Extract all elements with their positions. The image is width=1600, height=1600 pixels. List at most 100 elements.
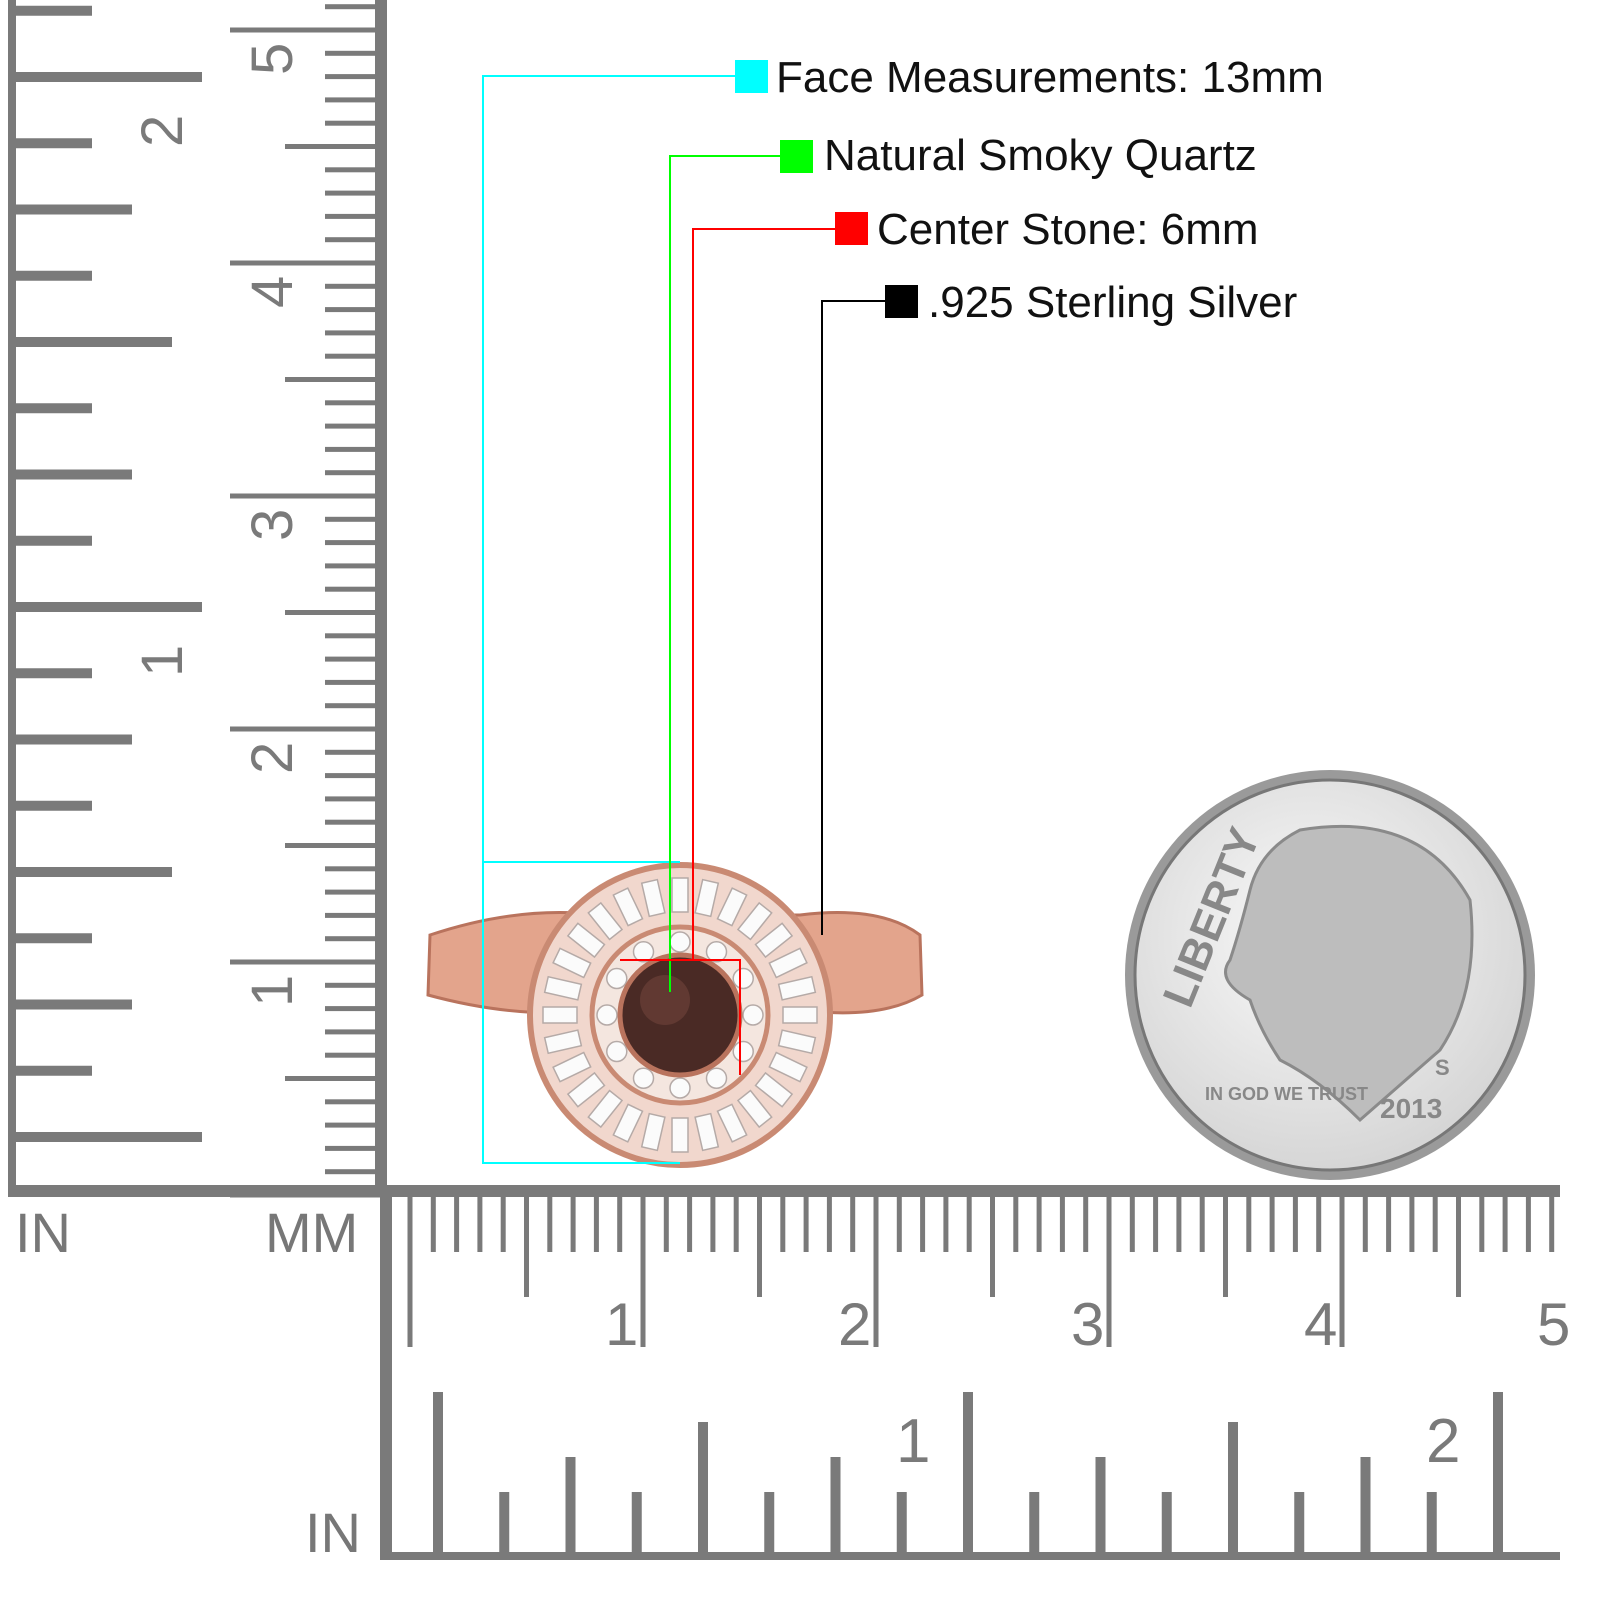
vertical-mm-tick [230,726,380,732]
baguette-stone [736,1089,773,1129]
vertical-inch-tick [12,270,92,281]
bottom-mm-tick [733,1197,739,1252]
vertical-mm-tick [285,610,380,615]
vertical-mm-tick [325,796,380,802]
bottom-mm-tick [850,1197,856,1252]
vertical-mm-tick [325,819,380,825]
bottom-mm-tick [1362,1197,1368,1252]
vertical-mm-tick [325,97,380,103]
bottom-mm-tick [920,1197,926,1252]
vertical-cm-label: 5 [240,43,305,75]
bottom-cm-label: 1 [605,1291,638,1358]
vertical-mm-tick [325,1052,380,1058]
bottom-mm-tick [524,1197,529,1297]
vertical-mm-tick [325,213,380,219]
bottom-mm-tick [454,1197,460,1252]
vertical-mm-tick [230,493,380,499]
vertical-mm-tick [325,912,380,918]
vertical-mm-tick [285,377,380,382]
vertical-mm-tick [325,307,380,313]
vertical-mm-tick [325,1099,380,1105]
ring [426,862,924,1168]
bottom-mm-tick [1013,1197,1019,1252]
bottom-mm-tick [593,1197,599,1252]
vertical-mm-tick [325,423,380,429]
legend-swatch-black [885,285,918,318]
vertical-inch-tick [12,933,92,944]
bottom-mm-tick [1106,1197,1112,1347]
vertical-inch-tick [12,602,202,612]
baguette-stone [694,878,720,918]
vertical-inch-tick [12,204,132,215]
vertical-mm-tick [325,4,380,10]
vertical-mm-tick [285,843,380,848]
vertical-inch-tick [12,668,92,679]
baguette-stone [777,975,817,1001]
vertical-inch-label: 1 [130,645,195,677]
bottom-inch-tick [1426,1492,1437,1552]
round-stone [606,1040,628,1063]
bottom-mm-tick [1549,1197,1555,1252]
baguette-stone [587,901,624,941]
legend-swatch-cyan [735,60,768,93]
round-stone [669,931,691,953]
vertical-inch-tick [12,999,132,1010]
bottom-mm-tick [1176,1197,1182,1252]
baguette-stone [543,975,583,1001]
bottom-mm-tick [1292,1197,1298,1252]
coin-year: 2013 [1380,1093,1442,1124]
bottom-mm-tick [1223,1197,1228,1297]
baguette-stone [640,878,666,918]
baguette-stone [612,1103,644,1143]
bottom-mm-tick [1129,1197,1135,1252]
vertical-cm-label: 4 [240,276,305,308]
vertical-inch-tick [12,1065,92,1076]
coin-motto: IN GOD WE TRUST [1205,1084,1368,1104]
vertical-mm-tick [285,144,380,149]
vertical-mm-tick [325,936,380,942]
vertical-ruler-edge [8,0,16,1195]
round-stone [732,967,754,990]
vertical-mm-tick [325,982,380,988]
legend-swatch-green [780,140,813,173]
baguette-stone [543,1029,583,1055]
round-stone [632,941,655,963]
bottom-mm-tick [803,1197,809,1252]
bottom-mm-tick [547,1197,553,1252]
bottom-inch-tick [1161,1492,1172,1552]
vertical-inch-label: 2 [130,115,195,147]
baguette-stone [587,1089,624,1129]
baguette-stone [552,1051,592,1083]
bottom-inch-tick [1493,1392,1503,1552]
vertical-inch-tick [12,535,92,546]
quartz-leader [669,155,780,992]
bottom-inch-tick [1095,1457,1106,1552]
bottom-mm-tick [1386,1197,1392,1252]
vertical-mm-tick [325,679,380,685]
leader-lines [482,75,885,1164]
bottom-mm-tick [407,1197,413,1347]
bottom-inch-unit: IN [305,1501,361,1564]
baguette-stone [768,1051,808,1083]
bottom-ruler-base [380,1552,1560,1560]
bottom-mm-tick [826,1197,832,1252]
bottom-mm-tick [780,1197,786,1252]
baguette-stones [542,877,818,1153]
bottom-cm-label: 2 [838,1291,871,1358]
bottom-mm-tick [1153,1197,1159,1252]
bottom-mm-tick [1479,1197,1485,1252]
vertical-mm-tick [325,563,380,569]
bottom-mm-tick [710,1197,716,1252]
bottom-mm-tick [1269,1197,1275,1252]
vertical-mm-tick [325,283,380,289]
vertical-inch-tick [12,5,92,16]
vertical-mm-tick [325,1029,380,1035]
bottom-mm-tick [570,1197,576,1252]
legend-center-stone: Center Stone: 6mm [877,205,1259,254]
bottom-mm-tick [1456,1197,1461,1297]
bottom-mm-tick [1316,1197,1322,1252]
bottom-inch-tick [963,1392,973,1552]
round-stone [606,967,628,990]
